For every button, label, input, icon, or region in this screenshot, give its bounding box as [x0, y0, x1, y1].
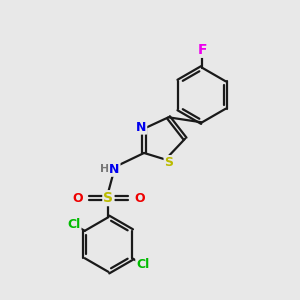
- Text: Cl: Cl: [67, 218, 80, 231]
- Text: S: S: [103, 191, 113, 205]
- Text: Cl: Cl: [136, 258, 149, 271]
- Text: O: O: [72, 192, 83, 205]
- Text: N: N: [136, 121, 146, 134]
- Text: N: N: [109, 163, 119, 176]
- Text: O: O: [134, 192, 145, 205]
- Text: S: S: [164, 156, 173, 169]
- Text: F: F: [197, 43, 207, 57]
- Text: H: H: [100, 164, 110, 174]
